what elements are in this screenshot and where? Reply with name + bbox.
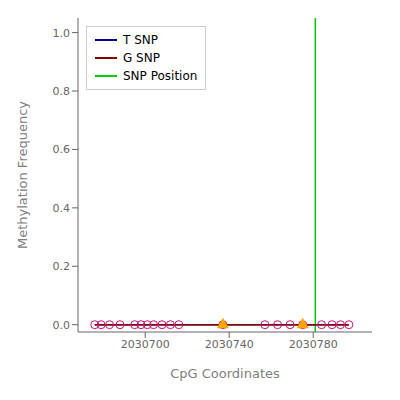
svg-text:CpG Coordinates: CpG Coordinates [170,366,280,381]
svg-text:2030700: 2030700 [121,338,170,351]
svg-text:Methylation Frequency: Methylation Frequency [15,101,30,249]
svg-text:0.2: 0.2 [53,260,71,273]
svg-text:0.8: 0.8 [53,85,71,98]
svg-text:1.0: 1.0 [53,27,71,40]
svg-text:0.6: 0.6 [53,143,71,156]
html-text:T SNP: T SNP [123,33,158,47]
html-text:G SNP: G SNP [123,51,160,65]
svg-text:2030740: 2030740 [205,338,254,351]
svg-text:0.0: 0.0 [53,319,71,332]
svg-text:2030780: 2030780 [289,338,338,351]
svg-text:0.4: 0.4 [53,202,71,215]
html-text:SNP Position: SNP Position [123,69,198,83]
